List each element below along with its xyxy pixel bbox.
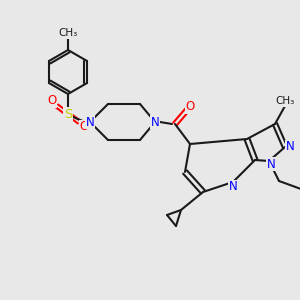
Text: N: N (151, 116, 159, 128)
Text: O: O (80, 121, 88, 134)
Text: CH₃: CH₃ (58, 28, 78, 38)
Text: S: S (64, 107, 72, 121)
Text: CH₃: CH₃ (275, 96, 295, 106)
Text: N: N (85, 116, 94, 128)
Text: N: N (267, 158, 275, 170)
Text: N: N (229, 181, 237, 194)
Text: O: O (47, 94, 57, 107)
Text: N: N (286, 140, 294, 154)
Text: O: O (185, 100, 195, 113)
